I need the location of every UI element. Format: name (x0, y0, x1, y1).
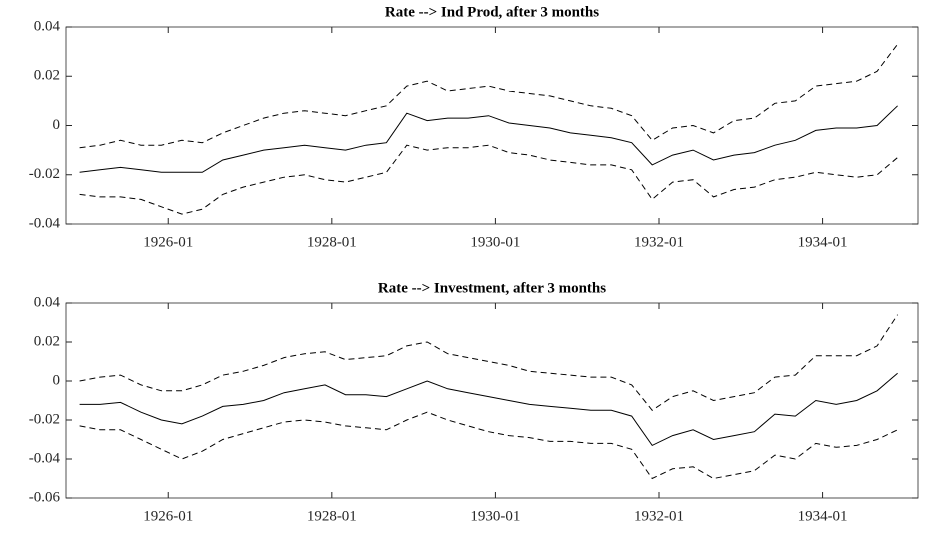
plot-frame (65, 302, 919, 499)
chart-title: Rate --> Investment, after 3 months (378, 280, 606, 296)
x-tick-label: 1930-01 (470, 508, 520, 524)
x-tick-label: 1930-01 (470, 234, 520, 250)
response-line (79, 105, 898, 173)
y-tick-label: -0.04 (29, 450, 61, 466)
y-tick-label: 0.02 (34, 333, 60, 349)
plot-frame (65, 26, 919, 225)
chart-title: Rate --> Ind Prod, after 3 months (385, 4, 599, 20)
band-line (79, 314, 899, 411)
y-tick-label: -0.04 (29, 215, 61, 231)
y-tick-label: 0.04 (34, 294, 61, 310)
x-tick-label: 1932-01 (634, 234, 684, 250)
y-tick-label: 0 (53, 372, 61, 388)
x-tick-label: 1926-01 (143, 508, 193, 524)
y-tick-label: -0.02 (29, 411, 60, 427)
x-tick-label: 1932-01 (634, 508, 684, 524)
y-tick-label: -0.06 (29, 489, 61, 505)
y-tick-label: 0.04 (34, 18, 61, 34)
band-line (79, 411, 898, 480)
y-tick-label: 0 (53, 117, 61, 133)
x-tick-label: 1928-01 (307, 508, 357, 524)
x-tick-label: 1934-01 (798, 508, 848, 524)
y-tick-label: -0.02 (29, 166, 60, 182)
band-line (79, 43, 898, 149)
y-tick-label: 0.02 (34, 68, 60, 84)
x-tick-label: 1934-01 (798, 234, 848, 250)
x-tick-label: 1928-01 (307, 234, 357, 250)
x-tick-label: 1926-01 (143, 234, 193, 250)
band-line (79, 144, 898, 215)
response-line (79, 372, 898, 447)
